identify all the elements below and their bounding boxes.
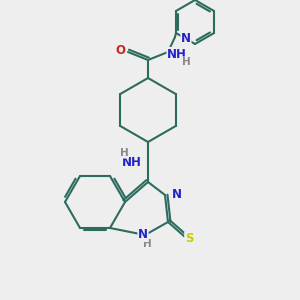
Text: H: H [182, 57, 190, 67]
Text: N: N [181, 32, 191, 44]
Text: NH: NH [167, 47, 187, 61]
Text: O: O [115, 44, 125, 56]
Text: S: S [185, 232, 193, 245]
Text: N: N [138, 229, 148, 242]
Text: N: N [172, 188, 182, 202]
Text: NH: NH [122, 155, 142, 169]
Text: H: H [120, 148, 128, 158]
Text: H: H [142, 239, 152, 249]
